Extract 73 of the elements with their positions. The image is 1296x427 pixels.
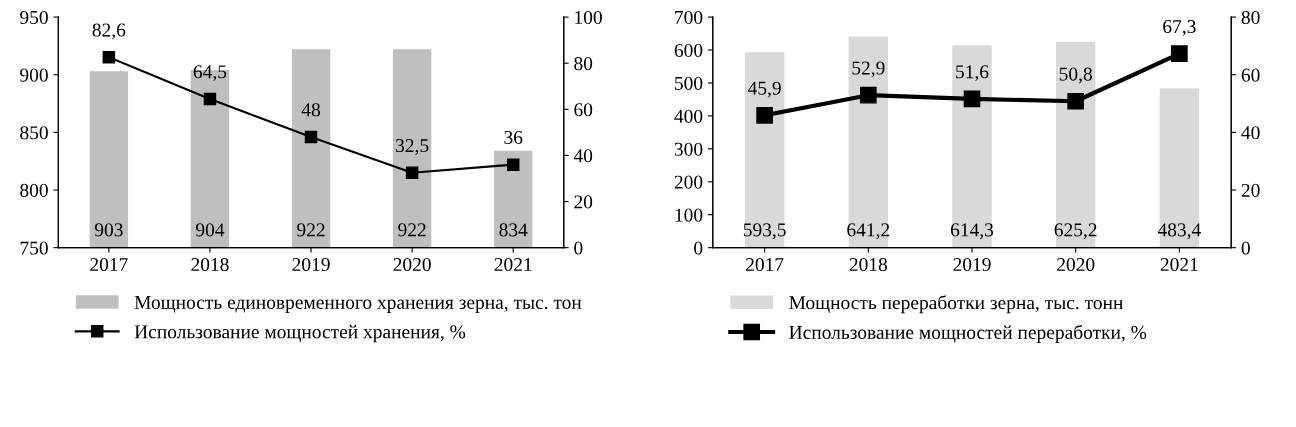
legend-label: Использование мощностей переработки, %: [789, 324, 1147, 343]
y-tick-label: 200: [674, 175, 703, 189]
point: [304, 130, 318, 144]
y-tick-label: 850: [20, 126, 48, 140]
data-label: 614,3: [950, 223, 994, 240]
y2-tick-label: 0: [574, 241, 583, 255]
x-tick-label: 2017: [746, 257, 784, 272]
bar: [1055, 41, 1096, 248]
bar: [744, 52, 785, 248]
y-tick-label: 0: [694, 241, 703, 255]
data-label: 922: [297, 223, 325, 237]
data-label: 67,3: [1163, 20, 1196, 36]
data-label: 904: [195, 223, 225, 237]
y-tick-label: 950: [20, 10, 48, 25]
x-tick-label: 2018: [191, 257, 229, 272]
point: [203, 92, 217, 106]
y2-tick-label: 40: [573, 149, 593, 163]
data-label: 641,2: [847, 223, 890, 240]
y-tick-label: 600: [674, 43, 703, 57]
legend-label: Мощность единовременного хранения зерна, тыс. тон: [134, 296, 582, 313]
data-label: 483,4: [1157, 223, 1201, 240]
data-label: 82,6: [92, 23, 126, 40]
data-label: 922: [398, 223, 426, 237]
y-tick-label: 400: [674, 109, 703, 123]
y-tick-label: 100: [675, 208, 703, 222]
y2-tick-label: 0: [1241, 241, 1250, 255]
data-label: 48: [301, 103, 321, 117]
y2-tick-label: 20: [574, 195, 593, 209]
y-tick-label: 700: [675, 10, 703, 25]
x-tick-label: 2017: [90, 257, 128, 272]
y-tick-label: 300: [674, 142, 703, 156]
data-label: 52,9: [852, 61, 885, 78]
data-label: 593,5: [743, 223, 786, 240]
data-label: 903: [94, 223, 123, 237]
y-tick-label: 500: [675, 76, 703, 90]
y-tick-label: 900: [20, 68, 48, 82]
y2-tick-label: 20: [1241, 183, 1260, 197]
legend-label: Использование мощностей хранения, %: [134, 324, 466, 343]
data-label: 834: [499, 223, 528, 237]
point: [756, 107, 773, 124]
point: [963, 90, 981, 108]
point: [102, 50, 116, 64]
point: [405, 166, 419, 179]
bar: [848, 36, 889, 248]
point: [1171, 45, 1188, 63]
y2-tick-label: 60: [1241, 68, 1260, 82]
x-tick-label: 2021: [1160, 257, 1198, 272]
bar: [1159, 88, 1200, 248]
legend-label: Мощность переработки зерна, тыс. тонн: [789, 295, 1123, 314]
data-label: 64,5: [193, 65, 227, 82]
y2-tick-label: 80: [1241, 10, 1260, 25]
y2-tick-label: 40: [1241, 126, 1260, 140]
point: [859, 86, 877, 104]
y2-tick-label: 100: [575, 10, 602, 25]
data-label: 32,5: [396, 139, 429, 155]
y2-tick-label: 80: [574, 57, 593, 71]
bar: [952, 45, 992, 248]
point: [506, 158, 520, 171]
y-tick-label: 800: [20, 183, 48, 197]
data-label: 50,8: [1059, 67, 1092, 84]
data-label: 36: [504, 130, 523, 145]
y2-tick-label: 60: [574, 103, 593, 117]
point: [1067, 92, 1085, 110]
y-tick-label: 750: [20, 241, 48, 255]
x-tick-label: 2019: [292, 257, 330, 272]
x-tick-label: 2019: [953, 257, 991, 272]
data-label: 51,6: [956, 65, 989, 82]
x-tick-label: 2021: [494, 257, 532, 272]
data-label: 625,2: [1054, 223, 1097, 240]
x-tick-label: 2020: [393, 257, 431, 272]
data-label: 45,9: [748, 81, 781, 98]
x-tick-label: 2020: [1057, 257, 1095, 272]
x-tick-label: 2018: [849, 257, 888, 272]
